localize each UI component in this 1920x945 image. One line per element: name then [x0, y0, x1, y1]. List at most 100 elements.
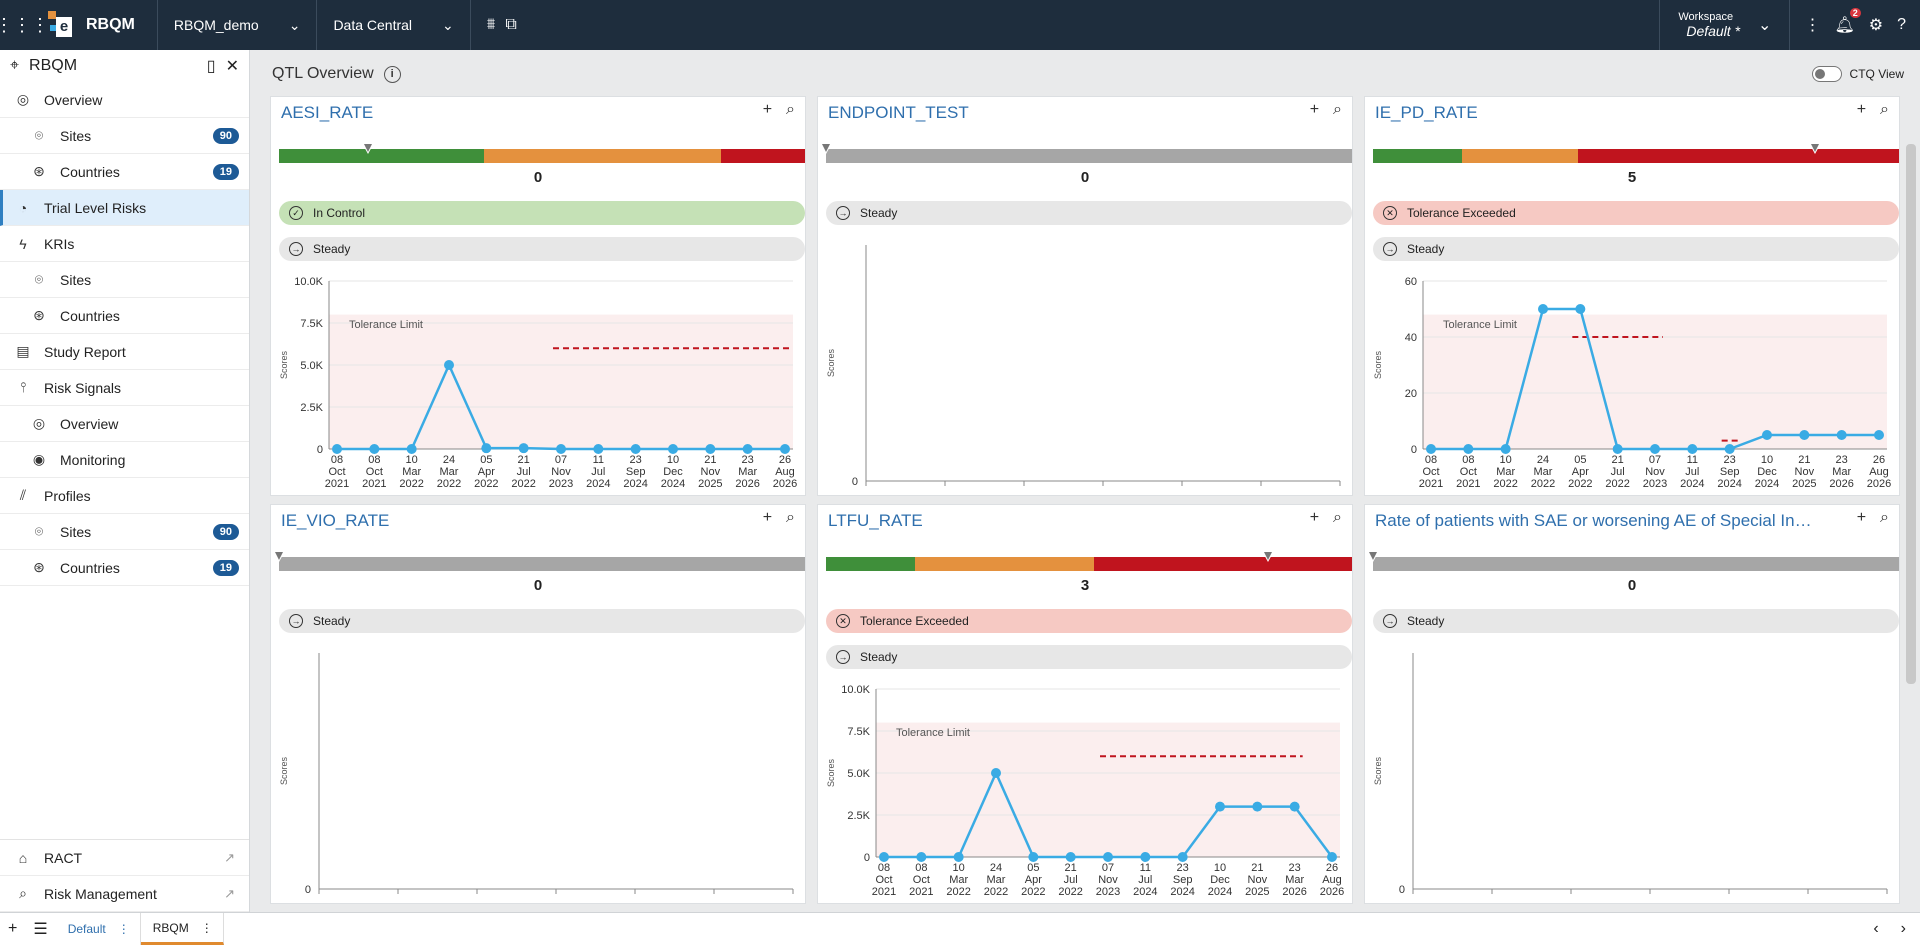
data-point[interactable] [1762, 430, 1772, 440]
data-point[interactable] [630, 444, 641, 454]
zoom-icon[interactable]: ⌕ [1333, 509, 1342, 526]
zoom-icon[interactable]: ⌕ [1333, 101, 1342, 118]
add-icon[interactable]: + [1309, 509, 1320, 526]
data-point[interactable] [1177, 852, 1188, 862]
data-point[interactable] [481, 443, 492, 454]
data-point[interactable] [879, 852, 889, 862]
data-point[interactable] [916, 852, 927, 862]
data-point[interactable] [1650, 444, 1660, 454]
data-point[interactable] [1724, 444, 1735, 454]
data-point[interactable] [1103, 852, 1113, 862]
more-vertical-icon[interactable]: ⋮ [117, 922, 130, 936]
data-point[interactable] [332, 444, 342, 454]
sidebar-item-profiles[interactable]: ⫽ Profiles [0, 478, 249, 514]
data-point[interactable] [1463, 444, 1474, 454]
sidebar-item-ract[interactable]: ⌂ RACT ↗ [0, 840, 249, 876]
data-point[interactable] [991, 768, 1001, 778]
zoom-icon[interactable]: ⌕ [1880, 509, 1889, 526]
toggle-switch[interactable] [1811, 66, 1842, 82]
module-selector[interactable]: Data Central ⌄ [317, 0, 471, 50]
study-selector[interactable]: RBQM_demo ⌄ [158, 0, 318, 50]
data-point[interactable] [1575, 304, 1586, 314]
sidebar-item-sites[interactable]: ⌾ Sites 90 [0, 514, 249, 550]
add-icon[interactable]: + [1309, 101, 1320, 118]
data-point[interactable] [1065, 852, 1076, 862]
sidebar-item-sites[interactable]: ⌾ Sites 90 [0, 118, 249, 154]
sidebar-item-risk-management[interactable]: ⌕ Risk Management ↗ [0, 876, 249, 912]
sidebar-item-monitoring[interactable]: ◉ Monitoring [0, 442, 249, 478]
data-point[interactable] [556, 444, 566, 454]
card-title[interactable]: LTFU_RATE [828, 511, 923, 530]
tab-rbqm[interactable]: RBQM ⋮ [140, 913, 224, 945]
x-tick-label: 11 Jul 2024 [1133, 862, 1157, 898]
data-point[interactable] [1612, 444, 1623, 454]
data-point[interactable] [1252, 801, 1263, 812]
brand[interactable]: e RBQM [44, 0, 158, 50]
zoom-icon[interactable]: ⌕ [1880, 101, 1889, 118]
filter-tree-icon[interactable]: ⩩ [486, 16, 496, 33]
add-icon[interactable]: + [762, 101, 773, 118]
close-icon[interactable]: ✕ [225, 58, 239, 75]
data-point[interactable] [518, 443, 529, 454]
more-vertical-icon[interactable]: ⋮ [200, 920, 213, 935]
data-point[interactable] [742, 444, 753, 454]
add-icon[interactable]: + [1856, 101, 1867, 118]
sidebar-item-countries[interactable]: ⊛ Countries 19 [0, 550, 249, 586]
card-title[interactable]: ENDPOINT_TEST [828, 103, 969, 122]
data-point[interactable] [780, 444, 790, 454]
data-point[interactable] [953, 852, 964, 862]
card-title[interactable]: IE_VIO_RATE [281, 511, 390, 530]
gear-icon[interactable]: ⚙ [1868, 17, 1884, 34]
workspace-selector[interactable]: Workspace Default * ⌄ [1659, 0, 1791, 50]
sidebar-item-overview[interactable]: ◎ Overview [0, 82, 249, 118]
ctq-view-toggle[interactable]: CTQ View [1811, 66, 1904, 82]
data-point[interactable] [1028, 852, 1039, 862]
sidebar-item-study-report[interactable]: ▤ Study Report [0, 334, 249, 370]
data-point[interactable] [1327, 852, 1337, 862]
data-point[interactable] [1538, 304, 1548, 314]
card-title[interactable]: AESI_RATE [281, 103, 374, 122]
add-icon[interactable]: + [762, 509, 773, 526]
data-point[interactable] [444, 360, 454, 370]
tab-default[interactable]: Default ⋮ [56, 913, 141, 945]
data-point[interactable] [1687, 444, 1698, 454]
data-point[interactable] [1874, 430, 1884, 440]
card-title[interactable]: Rate of patients with SAE or worsening A… [1375, 511, 1815, 530]
add-icon[interactable]: + [1856, 509, 1867, 526]
location-icon: ⌾ [34, 523, 44, 539]
zoom-icon[interactable]: ⌕ [786, 101, 795, 118]
copy-window-icon[interactable]: ⧉ [505, 16, 517, 33]
data-point[interactable] [369, 444, 380, 454]
help-icon[interactable]: ? [1897, 16, 1906, 33]
data-point[interactable] [1500, 444, 1511, 454]
data-point[interactable] [1836, 430, 1847, 440]
add-icon[interactable]: + [8, 920, 18, 937]
sidebar-item-kris[interactable]: ϟ KRIs [0, 226, 249, 262]
data-point[interactable] [593, 444, 604, 454]
data-point[interactable] [705, 444, 716, 454]
chevron-left-icon[interactable]: ‹ [1873, 920, 1879, 937]
zoom-icon[interactable]: ⌕ [786, 509, 795, 526]
apps-grid-icon[interactable]: ⋮⋮⋮ [0, 14, 49, 35]
menu-icon[interactable]: ☰ [33, 921, 48, 938]
data-point[interactable] [668, 444, 678, 454]
data-point[interactable] [1799, 430, 1810, 440]
data-point[interactable] [406, 444, 417, 454]
card-title[interactable]: IE_PD_RATE [1375, 103, 1478, 122]
sidebar-item-overview[interactable]: ◎ Overview [0, 406, 249, 442]
sidebar-item-risk-signals[interactable]: ⫯ Risk Signals [0, 370, 249, 406]
data-point[interactable] [1215, 801, 1225, 812]
data-point[interactable] [1289, 801, 1300, 812]
sidebar-item-countries[interactable]: ⊛ Countries [0, 298, 249, 334]
sidebar-item-sites[interactable]: ⌾ Sites [0, 262, 249, 298]
bell-icon[interactable]: 🔔︎ 2 [1834, 8, 1861, 35]
panel-toggle-icon[interactable]: ▯ [206, 58, 216, 75]
sidebar-item-countries[interactable]: ⊛ Countries 19 [0, 154, 249, 190]
scrollbar[interactable] [1906, 144, 1916, 684]
more-vertical-icon[interactable]: ⋮ [1804, 17, 1821, 34]
sidebar-item-trial-level-risks[interactable]: ◔ Trial Level Risks [0, 190, 249, 226]
chevron-right-icon[interactable]: › [1900, 920, 1906, 937]
data-point[interactable] [1140, 852, 1151, 862]
data-point[interactable] [1426, 444, 1436, 454]
info-icon[interactable]: i [383, 65, 401, 83]
